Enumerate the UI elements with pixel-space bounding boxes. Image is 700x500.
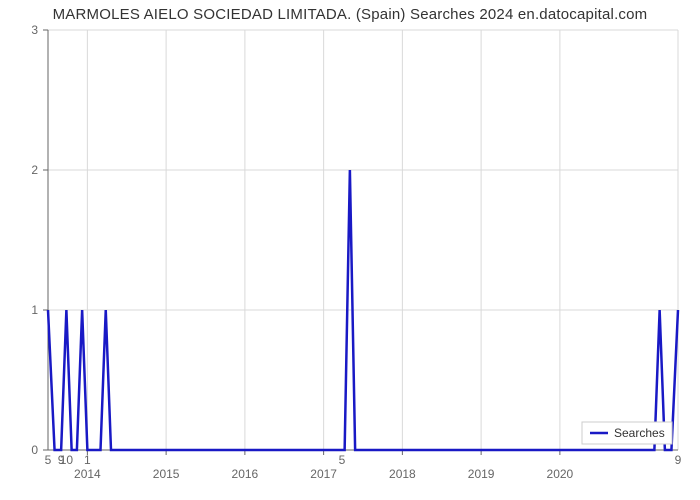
chart-svg: 012320142015201620172018201920205910159S… bbox=[0, 0, 700, 500]
xtick-label: 2014 bbox=[74, 467, 101, 481]
point-label: 10 bbox=[60, 453, 74, 467]
point-label: 5 bbox=[339, 453, 346, 467]
xtick-label: 2016 bbox=[232, 467, 259, 481]
xtick-label: 2019 bbox=[468, 467, 495, 481]
xtick-label: 2020 bbox=[547, 467, 574, 481]
point-label: 1 bbox=[84, 453, 91, 467]
chart-container: MARMOLES AIELO SOCIEDAD LIMITADA. (Spain… bbox=[0, 0, 700, 500]
chart-title: MARMOLES AIELO SOCIEDAD LIMITADA. (Spain… bbox=[0, 6, 700, 23]
xtick-label: 2017 bbox=[310, 467, 337, 481]
legend-label: Searches bbox=[614, 426, 665, 440]
ytick-label: 3 bbox=[31, 23, 38, 37]
ytick-label: 1 bbox=[31, 303, 38, 317]
ytick-label: 0 bbox=[31, 443, 38, 457]
xtick-label: 2018 bbox=[389, 467, 416, 481]
point-label: 9 bbox=[675, 453, 682, 467]
point-label: 5 bbox=[45, 453, 52, 467]
ytick-label: 2 bbox=[31, 163, 38, 177]
xtick-label: 2015 bbox=[153, 467, 180, 481]
